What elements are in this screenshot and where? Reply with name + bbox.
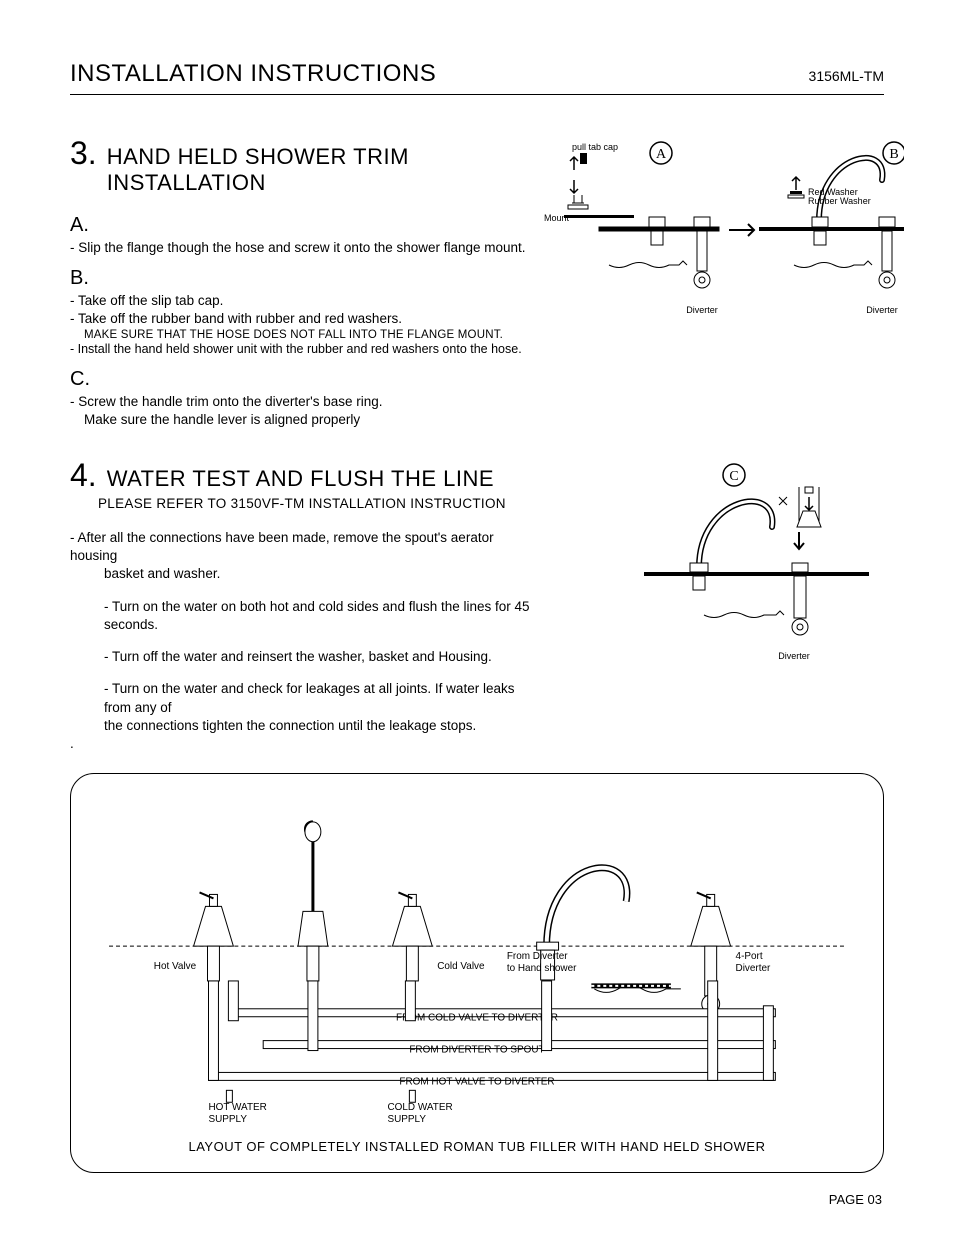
from-div-label: From Diverter <box>507 951 568 962</box>
sub-b-label: B. <box>70 267 534 290</box>
sub-b-note: MAKE SURE THAT THE HOSE DOES NOT FALL IN… <box>70 329 534 341</box>
s4-intro2: basket and washer. <box>70 565 534 583</box>
to-hand-label: to Hand shower <box>507 963 577 974</box>
sub-b-line1: - Take off the slip tab cap. <box>70 292 534 310</box>
section4-title: WATER TEST AND FLUSH THE LINE <box>107 466 494 492</box>
sub-b-line2: - Take off the rubber band with rubber a… <box>70 310 534 328</box>
fig-b-diverter: Diverter <box>866 305 898 315</box>
s4-b0: - Turn on the water on both hot and cold… <box>70 598 534 634</box>
doc-title: INSTALLATION INSTRUCTIONS <box>70 60 436 88</box>
sub-c-line2: Make sure the handle lever is aligned pr… <box>70 411 534 429</box>
fig-b-circle: B <box>889 147 898 162</box>
fig-a-diverter: Diverter <box>686 305 718 315</box>
figure-ab-svg: pull tab cap Flange Mount A <box>544 135 904 335</box>
from-hot-label: FROM HOT VALVE TO DIVERTER <box>399 1077 554 1088</box>
cold-supply1: COLD WATER <box>388 1102 453 1113</box>
sub-c-line1: - Screw the handle trim onto the diverte… <box>70 393 534 411</box>
fig-a-circle: A <box>656 147 667 162</box>
section4-number: 4. <box>70 457 97 494</box>
section4-row: 4. WATER TEST AND FLUSH THE LINE PLEASE … <box>70 457 884 753</box>
cold-supply2: SUPPLY <box>388 1114 427 1125</box>
s4-b2: - Turn on the water and check for leakag… <box>70 680 534 716</box>
hot-valve-label: Hot Valve <box>154 961 197 972</box>
section3-title: HAND HELD SHOWER TRIM INSTALLATION <box>107 144 534 196</box>
page-number: PAGE 03 <box>829 1192 882 1207</box>
sub-c-label: C. <box>70 368 534 391</box>
section3-text: 3. HAND HELD SHOWER TRIM INSTALLATION A.… <box>70 135 534 429</box>
layout-caption: LAYOUT OF COMPLETELY INSTALLED ROMAN TUB… <box>71 1139 883 1154</box>
s4-dot: . <box>70 735 534 753</box>
figure-c: C Diverter <box>544 457 884 753</box>
div-label: Diverter <box>736 963 771 974</box>
pulltab-label: pull tab cap <box>572 142 618 152</box>
from-div-spout-label: FROM DIVERTER TO SPOUT <box>409 1045 544 1056</box>
fig-c-diverter: Diverter <box>778 651 810 661</box>
doc-code: 3156ML-TM <box>809 68 884 84</box>
s4-b3: the connections tighten the connection u… <box>70 717 534 735</box>
cold-valve-label: Cold Valve <box>437 961 485 972</box>
page-header: INSTALLATION INSTRUCTIONS 3156ML-TM <box>70 60 884 95</box>
sub-b-after: - Install the hand held shower unit with… <box>70 341 534 358</box>
section3-row: 3. HAND HELD SHOWER TRIM INSTALLATION A.… <box>70 135 884 429</box>
rubber-washer-label: Rubber Washer <box>808 196 871 206</box>
hot-supply2: SUPPLY <box>209 1114 248 1125</box>
fig-c-circle: C <box>729 469 738 484</box>
s4-b1: - Turn off the water and reinsert the wa… <box>70 648 534 666</box>
section4-head: 4. WATER TEST AND FLUSH THE LINE <box>70 457 534 494</box>
hot-supply1: HOT WATER <box>209 1102 267 1113</box>
from-cold-label: FROM COLD VALVE TO DIVERTER <box>396 1013 558 1024</box>
layout-diagram: Hot Valve Cold Valve From Diverter to Ha… <box>70 773 884 1173</box>
section3-number: 3. <box>70 135 97 172</box>
section4-subtitle: PLEASE REFER TO 3150VF-TM INSTALLATION I… <box>98 496 534 511</box>
layout-svg: Hot Valve Cold Valve From Diverter to Ha… <box>89 792 865 1150</box>
figures-ab: pull tab cap Flange Mount A <box>544 135 884 429</box>
figure-c-svg: C Diverter <box>644 457 884 677</box>
section3-head: 3. HAND HELD SHOWER TRIM INSTALLATION <box>70 135 534 196</box>
s4-intro: - After all the connections have been ma… <box>70 529 534 565</box>
four-port-label: 4-Port <box>736 951 763 962</box>
section4-text: 4. WATER TEST AND FLUSH THE LINE PLEASE … <box>70 457 534 753</box>
sub-a-label: A. <box>70 214 534 237</box>
sub-a-line1: - Slip the flange though the hose and sc… <box>70 239 534 257</box>
